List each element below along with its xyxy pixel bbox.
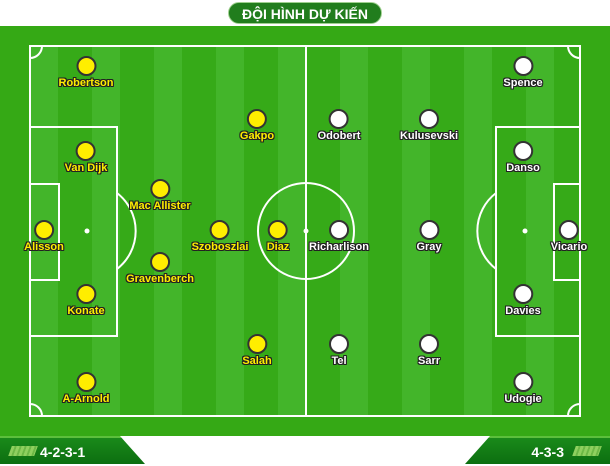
home-player: Szoboszlai (191, 220, 249, 253)
home-player: Diaz (266, 220, 290, 253)
player-name: Spence (503, 77, 543, 89)
player-name: Gakpo (239, 130, 275, 142)
player-marker-icon (329, 109, 349, 129)
away-player: Gray (416, 220, 442, 253)
pitch-mini-icon (572, 446, 602, 456)
away-player: Spence (503, 56, 543, 89)
player-marker-icon (75, 372, 96, 392)
player-name: Davies (505, 305, 541, 317)
player-marker-icon (559, 220, 579, 240)
player-name: Mac Allister (129, 200, 191, 212)
player-name: Danso (506, 162, 540, 174)
player-marker-icon (512, 284, 533, 304)
pitch-mini-icon (8, 446, 38, 456)
player-marker-icon (75, 141, 96, 161)
home-player: Gravenberch (126, 252, 194, 285)
player-marker-icon (513, 141, 533, 161)
player-name: Robertson (58, 77, 114, 89)
player-marker-icon (76, 284, 96, 304)
player-marker-icon (246, 334, 267, 354)
player-name: Odobert (317, 130, 361, 142)
player-marker-icon (513, 372, 533, 392)
home-player: Robertson (59, 56, 114, 89)
home-player: Alisson (24, 220, 64, 253)
player-marker-icon (246, 109, 267, 129)
home-player: Gakpo (240, 109, 274, 142)
player-name: Kulusevski (399, 130, 459, 142)
home-player: Salah (242, 334, 272, 367)
player-marker-icon (33, 220, 54, 240)
player-marker-icon (150, 179, 170, 199)
away-player: Richarlison (309, 220, 369, 253)
player-name: Salah (242, 355, 272, 367)
player-marker-icon (418, 220, 439, 240)
player-marker-icon (210, 220, 230, 240)
player-marker-icon (419, 334, 439, 354)
player-marker-icon (76, 56, 96, 76)
player-marker-icon (512, 56, 533, 76)
player-name: Szoboszlai (191, 241, 249, 253)
player-name: Richarlison (309, 241, 369, 253)
away-player: Odobert (317, 109, 361, 142)
player-name: Diaz (266, 241, 290, 253)
away-player: Udogie (504, 372, 542, 405)
player-marker-icon (329, 220, 349, 240)
home-player: Mac Allister (129, 179, 191, 212)
home-formation: 4-2-3-1 (40, 444, 86, 460)
player-name: Vicario (550, 241, 588, 253)
away-player: Vicario (550, 220, 588, 253)
home-player: A-Arnold (62, 372, 110, 405)
player-name: Gravenberch (126, 273, 194, 285)
away-player: Kulusevski (400, 109, 458, 142)
player-marker-icon (268, 220, 288, 240)
player-name: Sarr (417, 355, 441, 367)
player-name: A-Arnold (62, 393, 110, 405)
lineup-title: ĐỘI HÌNH DỰ KIẾN (228, 2, 382, 24)
player-name: Tel (331, 355, 347, 367)
player-name: Van Dijk (64, 162, 108, 174)
player-name: Konate (67, 305, 105, 317)
player-marker-icon (419, 109, 439, 129)
player-marker-icon (150, 252, 170, 272)
home-player: Van Dijk (64, 141, 108, 174)
away-player: Davies (505, 284, 541, 317)
player-name: Udogie (504, 393, 542, 405)
home-player: Konate (67, 284, 105, 317)
away-formation: 4-3-3 (531, 444, 564, 460)
away-player: Tel (329, 334, 349, 367)
away-player: Sarr (418, 334, 440, 367)
player-marker-icon (329, 334, 349, 354)
home-formation-bar: 4-2-3-1 (0, 436, 145, 464)
player-name: Gray (416, 241, 442, 253)
away-formation-bar: 4-3-3 (465, 436, 610, 464)
away-player: Danso (506, 141, 540, 174)
player-name: Alisson (24, 241, 64, 253)
